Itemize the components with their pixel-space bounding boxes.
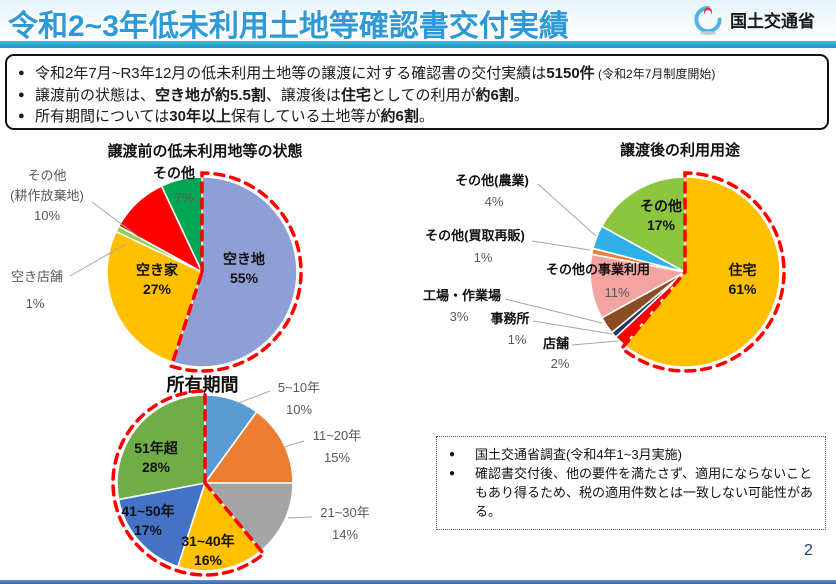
- slice-label-nogyo-pct: 4%: [484, 194, 504, 209]
- slice-label-jigyo-pct: 11%: [604, 285, 630, 300]
- page-number: 2: [804, 542, 813, 559]
- slice-label-kojo-pct: 3%: [449, 309, 469, 324]
- agency-logo: 国土交通省: [692, 3, 832, 35]
- slice-label-akitempo-name: 空き店舗: [10, 269, 63, 284]
- agency-name: 国土交通省: [730, 11, 815, 31]
- header-accent-bar: [0, 41, 836, 48]
- slice-label-jutaku: 住宅 61%: [728, 262, 757, 297]
- highlight-dashed-outline: [619, 171, 786, 373]
- chart-title-before-transfer: 譲渡前の低未利用地等の状態: [107, 143, 303, 160]
- pie-slice: [623, 176, 781, 368]
- pie-chart-ownership: [111, 389, 294, 577]
- slice-label-kaitori-pct: 1%: [473, 250, 493, 265]
- pie-slice: [203, 482, 294, 552]
- note-item: ● 国土交通省調査(令和4年1~3月実施): [445, 445, 817, 464]
- bullet-icon: ●: [18, 89, 25, 101]
- slice-label-sonota-pct: 7%: [174, 190, 194, 205]
- slice-label-11-20: 11~20年 15%: [312, 428, 362, 465]
- pie-chart-after-transfer: [589, 171, 786, 373]
- slice-label-kaitori-name: その他(買取再販): [425, 228, 525, 243]
- pie-slice: [116, 394, 206, 501]
- summary-bullet: ● 所有期間については30年以上保有している土地等が約6割。: [18, 108, 434, 125]
- slice-label-sonota17: その他 17%: [640, 198, 682, 233]
- highlight-dashed-outline: [169, 171, 303, 373]
- slice-label-jigyo-name: その他の事業利用: [546, 262, 651, 277]
- bullet-icon: ●: [449, 468, 456, 479]
- slice-label-tempo-pct: 2%: [550, 356, 570, 371]
- slice-label-akiya: 空き家 27%: [136, 262, 178, 297]
- slice-label-akichi: 空き地 55%: [223, 251, 265, 286]
- pie-slice: [171, 176, 298, 368]
- mlit-logo-icon: [694, 5, 722, 35]
- bullet-icon: ●: [449, 449, 456, 460]
- page-title: 令和2~3年低未利用土地等確認書交付実績: [8, 10, 569, 43]
- slice-label-jimusho-name: 事務所: [490, 311, 530, 326]
- pie-slice: [600, 176, 686, 274]
- note-box: ● 国土交通省調査(令和4年1~3月実施) ● 確認書交付後、他の要件を満たさず、適…: [436, 436, 826, 530]
- pie-slice: [117, 481, 207, 568]
- slice-label-41-50: 41~50年 17%: [121, 503, 175, 538]
- slice-label-5-10: 5~10年 10%: [277, 380, 321, 417]
- bullet-icon: ●: [18, 67, 25, 79]
- summary-box: ● 令和2年7月~R3年12月の低未利用土地等の譲渡に対する確認書の交付実績は51…: [5, 54, 829, 130]
- slice-label-sonota-name: その他: [153, 165, 195, 181]
- slice-label-31-40: 31~40年 16%: [181, 533, 235, 568]
- chart-title-after-transfer: 譲渡後の利用用途: [619, 142, 740, 159]
- slice-label-kosaku: その他 (耕作放棄地) 10%: [10, 168, 84, 223]
- summary-bullet: ● 譲渡前の状態は、空き地が約5.5割、譲渡後は住宅としての利用が約6割。: [18, 87, 529, 104]
- summary-bullet: ● 令和2年7月~R3年12月の低未利用土地等の譲渡に対する確認書の交付実績は51…: [18, 63, 816, 85]
- slice-label-akitempo-pct: 1%: [25, 296, 45, 311]
- chart-title-ownership: 所有期間: [166, 375, 239, 395]
- slice-label-jimusho-pct: 1%: [507, 332, 527, 347]
- slice-label-tempo-name: 店舗: [542, 336, 569, 351]
- pie-slice: [203, 410, 294, 484]
- slice-label-nogyo-name: その他(農業): [455, 173, 529, 188]
- footer-accent-bar: [0, 580, 836, 584]
- slice-label-51plus: 51年超 28%: [134, 440, 178, 475]
- note-item: ● 確認書交付後、他の要件を満たさず、適用にならないこともあり得るため、税の適用件…: [445, 464, 817, 521]
- slice-label-kojo-name: 工場・作業場: [422, 288, 501, 303]
- bullet-icon: ●: [18, 110, 25, 122]
- slice-label-21-30: 21~30年 14%: [320, 505, 370, 542]
